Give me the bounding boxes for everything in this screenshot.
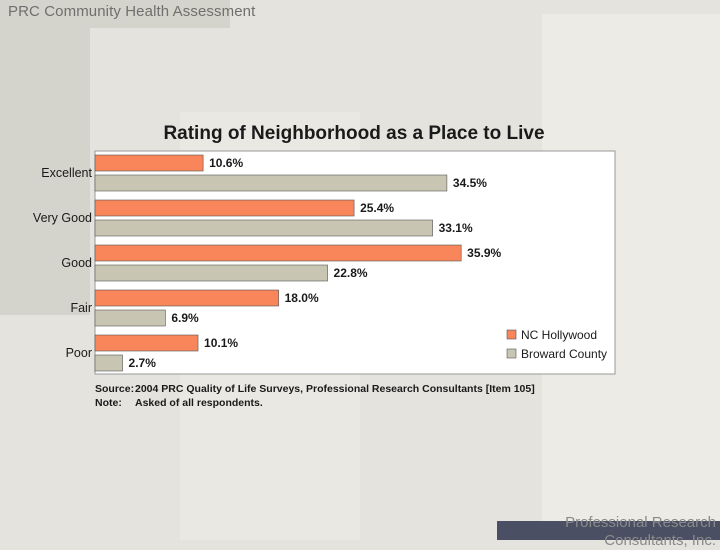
background-panel-left bbox=[0, 0, 90, 315]
legend-swatch-nc-hollywood bbox=[506, 329, 517, 340]
bar-value-label: 10.6% bbox=[209, 156, 243, 170]
category-label: Fair bbox=[70, 301, 92, 315]
bar-broward-county bbox=[94, 219, 433, 237]
bar-nc-hollywood bbox=[94, 334, 199, 352]
legend-swatch-broward-county bbox=[506, 348, 517, 359]
source-text: 2004 PRC Quality of Life Surveys, Profes… bbox=[135, 383, 535, 395]
footer-bar bbox=[497, 521, 720, 540]
bar-nc-hollywood bbox=[94, 154, 204, 172]
bar-value-label: 2.7% bbox=[129, 356, 157, 370]
category-label: Poor bbox=[66, 346, 92, 360]
value-labels: 10.6% 34.5% 25.4% 33.1% 35.9% 22.8% 18.0% 6.9% 1… bbox=[129, 156, 502, 370]
category-label: Very Good bbox=[33, 211, 92, 225]
background-panel-top bbox=[0, 0, 230, 28]
bar-value-label: 33.1% bbox=[439, 221, 473, 235]
slide-header-title: PRC Community Health Assessment bbox=[8, 3, 256, 20]
bar-broward-county bbox=[94, 264, 328, 282]
bar-nc-hollywood bbox=[94, 289, 279, 307]
legend: NC Hollywood Broward County bbox=[506, 328, 607, 361]
note-label: Note: bbox=[95, 397, 122, 409]
bar-value-label: 10.1% bbox=[204, 336, 238, 350]
bar-value-label: 6.9% bbox=[171, 311, 199, 325]
source-label: Source: bbox=[95, 383, 134, 395]
note-text: Asked of all respondents. bbox=[135, 397, 263, 409]
bar-nc-hollywood bbox=[94, 199, 355, 217]
bars-group bbox=[94, 154, 462, 372]
bar-nc-hollywood bbox=[94, 244, 462, 262]
legend-label-broward-county: Broward County bbox=[521, 347, 607, 361]
category-label: Excellent bbox=[41, 166, 92, 180]
legend-label-nc-hollywood: NC Hollywood bbox=[521, 328, 597, 342]
bar-value-label: 25.4% bbox=[360, 201, 394, 215]
footer-company: Professional Research Consultants, Inc. bbox=[565, 514, 716, 549]
category-label: Good bbox=[61, 256, 92, 270]
bar-value-label: 34.5% bbox=[453, 176, 487, 190]
chart-title: Rating of Neighborhood as a Place to Liv… bbox=[163, 123, 544, 144]
bar-broward-county bbox=[94, 309, 166, 327]
bar-value-label: 22.8% bbox=[334, 266, 368, 280]
chart-footnote: Source: 2004 PRC Quality of Life Surveys… bbox=[95, 383, 535, 409]
bar-broward-county bbox=[94, 174, 448, 192]
bar-value-label: 18.0% bbox=[285, 291, 319, 305]
bar-value-label: 35.9% bbox=[467, 246, 501, 260]
bar-broward-county bbox=[94, 354, 123, 372]
category-labels: Excellent Very Good Good Fair Poor bbox=[33, 166, 93, 360]
